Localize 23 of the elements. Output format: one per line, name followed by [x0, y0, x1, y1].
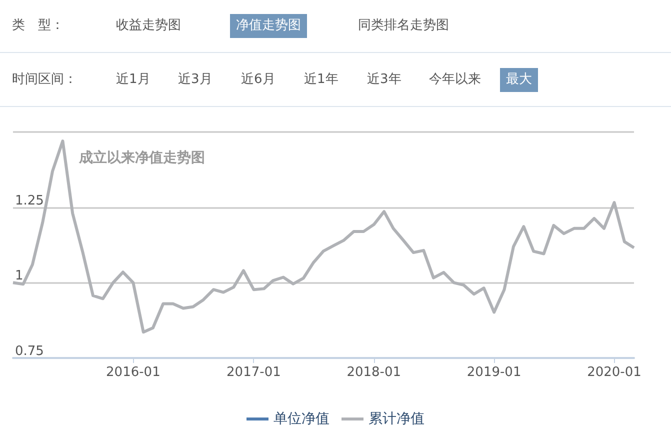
text: 近1月 — [115, 71, 152, 89]
y-tick-label: 0.75 — [15, 344, 44, 359]
y-tick-label: 1 — [15, 268, 24, 284]
text: 今年以来 — [428, 71, 482, 89]
text: 近6月 — [240, 71, 276, 89]
text: 近3年 — [366, 71, 402, 89]
text: 成立以来净值走势图 — [78, 149, 205, 166]
x-tick-label: 2020-01 — [587, 365, 642, 380]
legend-label: 累计净值 — [368, 411, 424, 427]
text: 时间区间： — [11, 71, 78, 89]
x-tick-label: 2016-01 — [106, 365, 160, 380]
text: 近3月 — [177, 71, 214, 89]
text: 净值走势图 — [230, 14, 307, 38]
x-tick-label: 2018-01 — [346, 365, 402, 380]
text: 收益走势图 — [115, 17, 182, 35]
text: 最大 — [500, 68, 538, 92]
text: 类 型： — [11, 17, 65, 35]
x-tick-label: 2017-01 — [226, 365, 281, 380]
x-tick-label: 2019-01 — [466, 365, 522, 380]
y-tick-label: 1.25 — [15, 193, 44, 208]
text: 近1年 — [303, 71, 340, 89]
text: 同类排名走势图 — [357, 17, 450, 35]
legend-label: 单位净值 — [274, 411, 330, 427]
